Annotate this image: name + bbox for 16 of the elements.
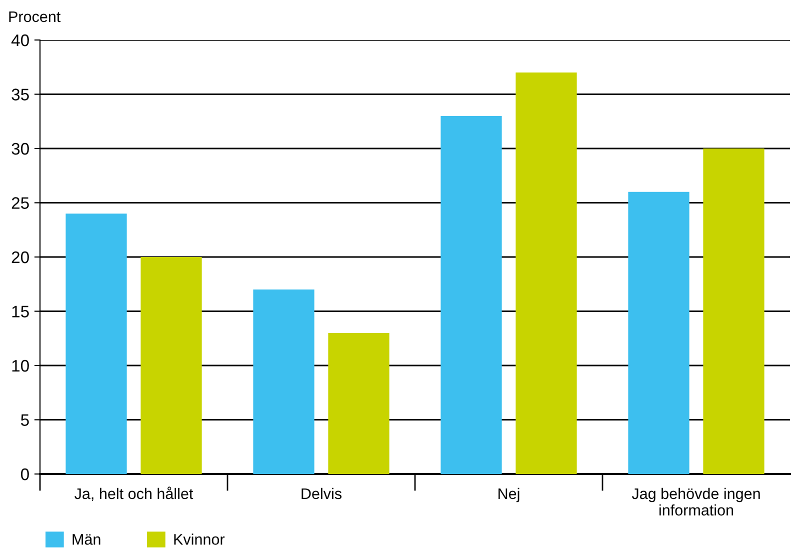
y-tick-label: 25 bbox=[12, 197, 29, 209]
y-tick-label: 0 bbox=[20, 468, 29, 480]
legend-label: Män bbox=[72, 534, 100, 545]
x-tick-label: Ja, helt och hållet bbox=[74, 486, 194, 501]
legend-label: Kvinnor bbox=[174, 534, 225, 545]
y-tick-label: 35 bbox=[12, 88, 29, 100]
x-tick-label: Jag behövde ingen information bbox=[632, 488, 760, 516]
y-tick-label: 40 bbox=[11, 34, 29, 46]
x-tick-label: Nej bbox=[498, 488, 520, 502]
y-tick-label: 15 bbox=[12, 306, 29, 318]
y-tick-label: 5 bbox=[20, 414, 29, 426]
x-tick-label: Delvis bbox=[302, 488, 342, 500]
y-tick-label: 10 bbox=[12, 360, 29, 372]
y-tick-label: 20 bbox=[12, 251, 29, 264]
y-tick-label: 30 bbox=[12, 142, 29, 155]
y-axis-title: Procent bbox=[9, 11, 61, 22]
